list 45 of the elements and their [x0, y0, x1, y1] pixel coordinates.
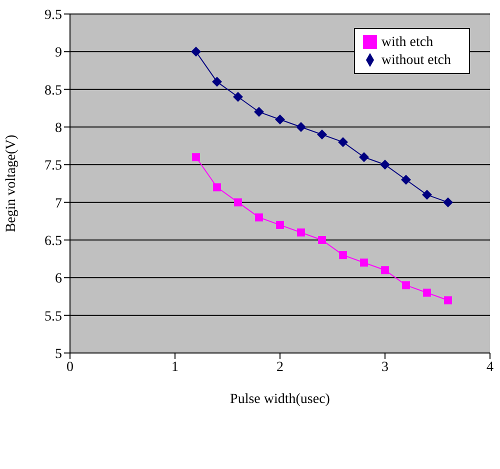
- point: [318, 236, 326, 244]
- point: [275, 114, 285, 124]
- point: [402, 281, 410, 290]
- point: [339, 251, 347, 260]
- y-axis-title: Begin voltage(V): [4, 134, 19, 232]
- point: [192, 153, 200, 162]
- x-axis-title: Pulse width(usec): [230, 392, 330, 407]
- point: [212, 76, 222, 87]
- y-tick-label: 8.5: [44, 83, 62, 98]
- point: [359, 152, 369, 162]
- y-tick-label: 6: [55, 272, 62, 287]
- point: [401, 174, 411, 185]
- y-tick-label: 6.5: [44, 234, 62, 249]
- point: [234, 198, 242, 206]
- point: [233, 92, 243, 102]
- point: [297, 228, 305, 236]
- point: [380, 160, 390, 170]
- y-tick-label: 9.5: [44, 8, 62, 23]
- point: [422, 190, 432, 200]
- x-tick-label: 3: [382, 360, 388, 375]
- point: [296, 122, 306, 132]
- legend-label: with etch: [381, 35, 434, 50]
- point: [338, 137, 348, 148]
- point: [360, 258, 368, 267]
- point: [443, 197, 453, 208]
- y-tick-label: 7: [55, 196, 62, 212]
- x-tick-label: 0: [66, 360, 74, 375]
- y-tick-label: 5: [55, 346, 62, 362]
- y-tick-label: 5.5: [44, 309, 62, 324]
- point: [381, 266, 389, 274]
- point: [254, 106, 264, 117]
- point: [423, 288, 431, 297]
- x-tick-label: 1: [172, 360, 178, 375]
- x-tick-label: 4: [486, 360, 494, 375]
- legend-label: without etch: [381, 53, 451, 68]
- y-tick-label: 8: [55, 120, 62, 136]
- point: [191, 46, 201, 57]
- point: [255, 213, 263, 222]
- point: [213, 183, 221, 192]
- point: [317, 130, 327, 140]
- point: [276, 220, 284, 229]
- x-tick-label: 2: [276, 360, 284, 375]
- point: [444, 296, 452, 304]
- y-tick-label: 7.5: [44, 158, 62, 174]
- y-tick-label: 9: [55, 46, 62, 61]
